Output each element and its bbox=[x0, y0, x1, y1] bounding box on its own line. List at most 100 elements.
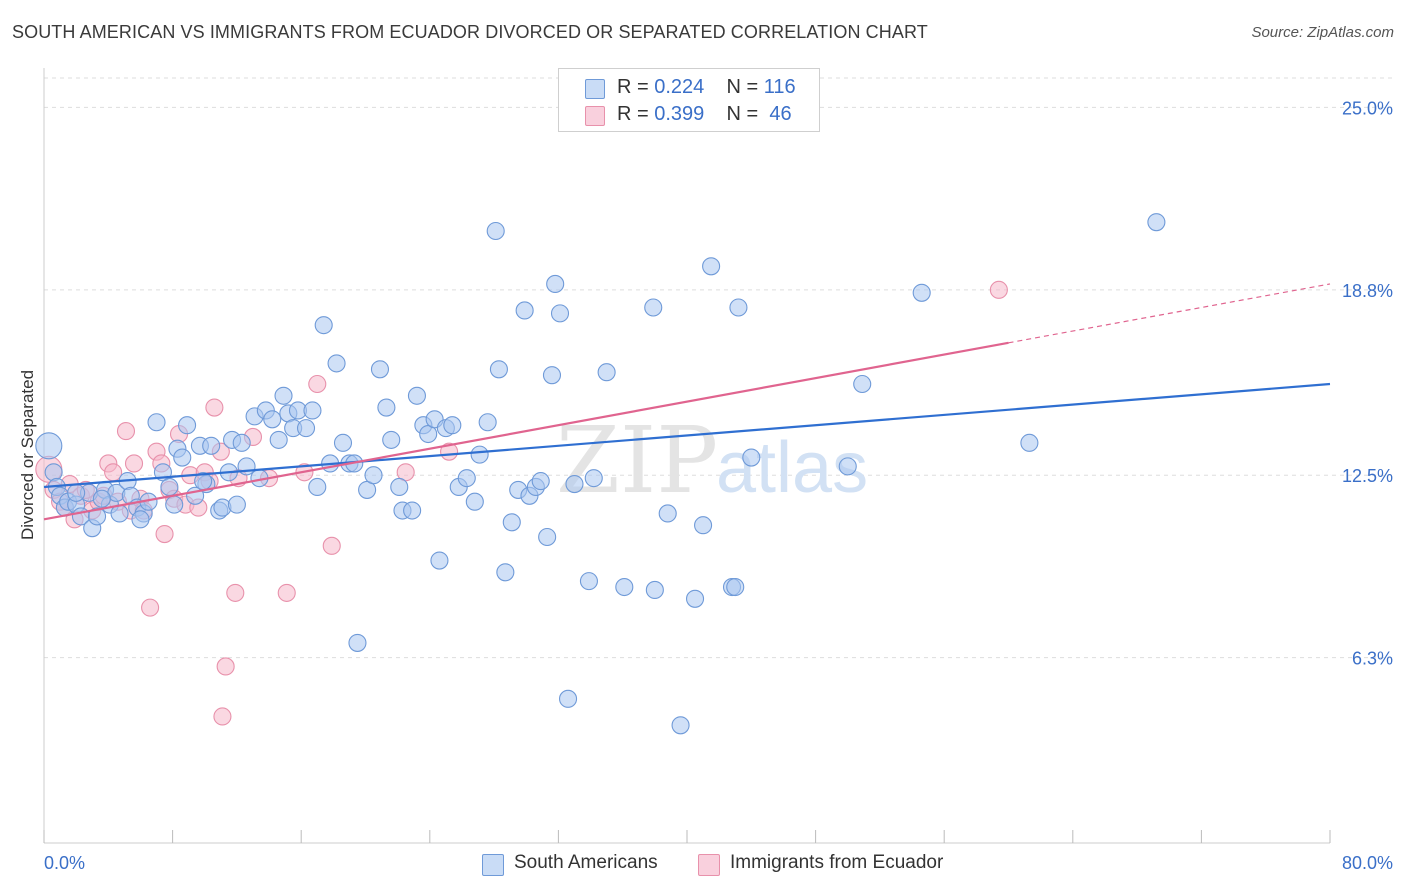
south-american-point bbox=[694, 516, 713, 535]
south-american-point bbox=[542, 366, 562, 385]
y-tick-label: 6.3% bbox=[1352, 649, 1393, 669]
south-american-point bbox=[377, 398, 396, 417]
ecuador-point bbox=[213, 707, 232, 726]
south-american-point bbox=[1147, 213, 1166, 232]
south-american-point bbox=[364, 466, 383, 485]
legend-swatch-blue bbox=[585, 79, 605, 99]
south-american-point bbox=[131, 510, 150, 529]
x-tick-label: 80.0% bbox=[1342, 853, 1393, 873]
south-american-point bbox=[390, 477, 409, 497]
ecuador-point bbox=[322, 536, 341, 555]
south-american-point bbox=[173, 448, 192, 467]
south-american-point bbox=[478, 413, 497, 432]
r-label: R = bbox=[617, 76, 649, 98]
south-american-point bbox=[658, 504, 677, 523]
chart-title: SOUTH AMERICAN VS IMMIGRANTS FROM ECUADO… bbox=[12, 22, 928, 42]
south-american-point bbox=[729, 298, 748, 317]
south-american-point bbox=[232, 433, 251, 452]
y-tick-label: 12.5% bbox=[1342, 466, 1393, 486]
watermark: ZIP atlas bbox=[556, 407, 868, 514]
watermark-zip: ZIP bbox=[556, 407, 718, 514]
south-american-point bbox=[160, 477, 179, 497]
south-american-point bbox=[263, 410, 282, 429]
n-label: N = bbox=[726, 103, 759, 125]
legend-swatch-pink bbox=[698, 854, 720, 876]
south-american-point bbox=[308, 477, 327, 497]
south-american-point bbox=[314, 316, 333, 335]
ecuador-point bbox=[116, 422, 136, 441]
south-american-point bbox=[348, 633, 367, 652]
south-american-point bbox=[403, 501, 422, 520]
south-american-point bbox=[274, 386, 293, 405]
r-value: 0.224 bbox=[654, 76, 705, 98]
south-american-point bbox=[579, 572, 598, 591]
south-american-point bbox=[546, 274, 565, 294]
legend-swatch-blue bbox=[482, 854, 504, 876]
south-american-point bbox=[382, 430, 401, 449]
south-american-point bbox=[165, 495, 184, 514]
south-american-point bbox=[430, 551, 449, 570]
n-value: 116 bbox=[763, 76, 796, 98]
south-american-point bbox=[327, 354, 346, 373]
legend-label: South Americans bbox=[514, 852, 658, 873]
south-american-point bbox=[502, 513, 521, 532]
south-american-point bbox=[531, 472, 550, 491]
stats-legend: R = 0.224 N = 116 R = 0.399 N = 46 bbox=[558, 68, 820, 132]
south-american-point bbox=[1020, 433, 1039, 452]
ecuador-point bbox=[226, 583, 245, 602]
south-american-point bbox=[333, 433, 353, 452]
ecuador-point bbox=[277, 583, 296, 602]
south-american-point bbox=[550, 304, 570, 323]
r-label: R = bbox=[617, 103, 649, 125]
ecuador-point bbox=[308, 374, 327, 394]
south-american-point bbox=[912, 283, 931, 302]
r-value: 0.399 bbox=[654, 103, 705, 125]
south-american-point bbox=[269, 430, 288, 449]
y-tick-label: 25.0% bbox=[1342, 98, 1393, 118]
ecuador-point bbox=[141, 598, 160, 617]
source-label: Source: ZipAtlas.com bbox=[1251, 24, 1394, 41]
tick-labels: 6.3% 12.5% 18.8% 25.0% 0.0% 80.0% bbox=[44, 98, 1393, 873]
legend-swatch-pink bbox=[585, 106, 605, 126]
south-american-point bbox=[457, 469, 476, 488]
south-american-point bbox=[645, 580, 664, 600]
trend-lines bbox=[43, 283, 1331, 521]
south-american-point bbox=[67, 483, 86, 502]
south-american-point bbox=[489, 360, 508, 379]
south-american-point bbox=[584, 469, 603, 488]
south-american-point bbox=[178, 416, 197, 435]
south-american-point bbox=[470, 445, 489, 464]
ecuador-point bbox=[155, 525, 174, 544]
south-american-point bbox=[44, 463, 63, 482]
n-label: N = bbox=[726, 76, 759, 98]
south-american-point bbox=[742, 448, 761, 467]
south-american-point bbox=[370, 360, 390, 379]
trend-line-south-americans bbox=[43, 382, 1331, 489]
south-american-point bbox=[853, 374, 872, 394]
trend-line-ecuador-extension bbox=[1008, 283, 1331, 344]
south-american-point bbox=[702, 257, 721, 276]
y-tick-label: 18.8% bbox=[1342, 281, 1393, 301]
south-american-point bbox=[227, 495, 246, 514]
south-american-point bbox=[615, 577, 634, 597]
south-american-point bbox=[296, 419, 316, 438]
grid-lines bbox=[44, 77, 1393, 659]
south-american-point bbox=[202, 436, 221, 455]
south-american-point bbox=[486, 221, 505, 241]
south-american-point bbox=[538, 527, 557, 547]
south-american-point bbox=[685, 589, 705, 608]
south-american-point bbox=[565, 474, 584, 494]
x-tick-label: 0.0% bbox=[44, 853, 85, 873]
trend-line-ecuador bbox=[43, 341, 1009, 521]
south-american-point bbox=[35, 432, 63, 460]
ecuador-point bbox=[124, 454, 144, 473]
n-value: 46 bbox=[763, 103, 792, 125]
south-american-point bbox=[838, 457, 857, 476]
south-american-point bbox=[443, 416, 462, 435]
south-american-point bbox=[407, 386, 426, 405]
south-american-point bbox=[465, 492, 484, 511]
south-american-point bbox=[726, 577, 745, 597]
ecuador-point bbox=[989, 280, 1008, 299]
ecuador-point bbox=[205, 398, 224, 417]
